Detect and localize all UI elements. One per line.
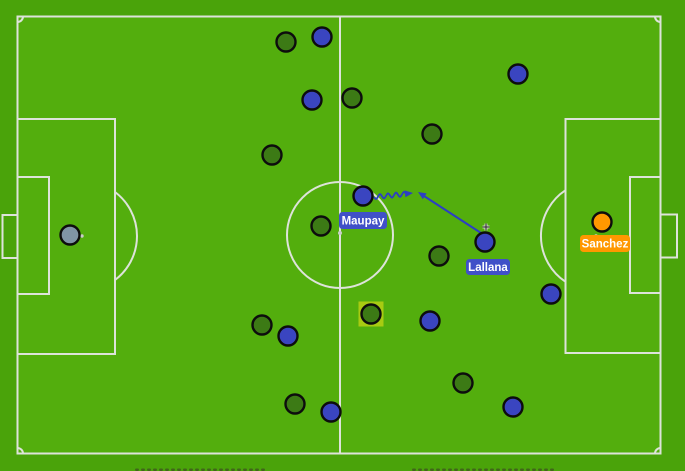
player-token-green-15[interactable] [310, 215, 332, 237]
pitch-arc-1 [539, 189, 567, 283]
player-label-bg [466, 259, 510, 275]
player-token-blue-1[interactable] [311, 26, 333, 48]
bench-dash [466, 468, 470, 471]
bench-dash [484, 468, 488, 471]
bench-dash [418, 468, 422, 471]
bench-dash [442, 468, 446, 471]
penalty-spot-left [80, 234, 84, 238]
player-label-bg [339, 212, 387, 229]
pass-arrow[interactable] [423, 195, 482, 234]
bench-dash [448, 468, 452, 471]
bench-dash [261, 468, 265, 471]
player-token-green-13[interactable] [421, 123, 443, 145]
player-token-green-20[interactable] [452, 372, 474, 394]
pitch-arc-4 [654, 447, 661, 454]
player-token-maupay[interactable] [352, 185, 374, 207]
bench-dash [213, 468, 217, 471]
player-token-green-16[interactable] [428, 245, 450, 267]
player-token-blue-6[interactable] [540, 283, 562, 305]
pitch-arc-3 [654, 16, 661, 23]
left-goal [1, 214, 19, 259]
bench-dash [159, 468, 163, 471]
pitch-arc-2 [17, 16, 24, 23]
bench-dash [225, 468, 229, 471]
bench-dash [189, 468, 193, 471]
bench-dash [538, 468, 542, 471]
bench-dash [201, 468, 205, 471]
player-label-text: Maupay [342, 216, 385, 228]
player-label-bg [580, 235, 630, 252]
bench-dash [514, 468, 518, 471]
bench-dash [171, 468, 175, 471]
bench-dash [508, 468, 512, 471]
player-token-blue-2[interactable] [301, 89, 323, 111]
bench-dash [412, 468, 416, 471]
bench-dash [165, 468, 169, 471]
player-token-blue-7[interactable] [419, 310, 441, 332]
player-token-green-19[interactable] [284, 393, 306, 415]
player-token-green-18[interactable] [251, 314, 273, 336]
bench-dash [460, 468, 464, 471]
player-label-sanchez[interactable]: Sanchez [580, 235, 630, 252]
player-token-blue-8[interactable] [277, 325, 299, 347]
bench-dash [219, 468, 223, 471]
player-token-blue-9[interactable] [320, 401, 342, 423]
center-spot [338, 231, 342, 235]
player-token-green-12[interactable] [341, 87, 363, 109]
bench-dash [490, 468, 494, 471]
player-token-green-11[interactable] [275, 31, 297, 53]
bench-dash [526, 468, 530, 471]
bench-dash [496, 468, 500, 471]
bench-dash [249, 468, 253, 471]
bench-dash [153, 468, 157, 471]
bench-dash [243, 468, 247, 471]
player-token-green-14[interactable] [261, 144, 283, 166]
bench-dash [255, 468, 259, 471]
wavy-run-arrow-head [404, 190, 413, 198]
player-token-lallana[interactable] [474, 231, 496, 253]
player-label-lallana[interactable]: Lallana [466, 259, 510, 275]
bench-dash [472, 468, 476, 471]
player-token-goalkeeper[interactable] [59, 224, 81, 246]
bench-dash [532, 468, 536, 471]
bench-dash [502, 468, 506, 471]
player-token-blue-10[interactable] [502, 396, 524, 418]
bench-dash [478, 468, 482, 471]
bench-dash [550, 468, 554, 471]
pitch-lines [1, 15, 678, 455]
player-token-blue-3[interactable] [507, 63, 529, 85]
cursor-cross [482, 223, 490, 231]
wavy-run-arrow[interactable] [373, 190, 407, 201]
player-token-green-17[interactable] [360, 303, 382, 325]
bench-dash [454, 468, 458, 471]
bench-dash [436, 468, 440, 471]
center-circle [286, 181, 394, 289]
player-label-maupay[interactable]: Maupay [339, 212, 387, 229]
mouse-cursor [482, 223, 490, 231]
bench-dash [231, 468, 235, 471]
bench-dash [430, 468, 434, 471]
bench-dash [207, 468, 211, 471]
bench-dash [141, 468, 145, 471]
player-label-text: Sanchez [582, 239, 629, 251]
bench-dash [183, 468, 187, 471]
player-label-text: Lallana [468, 262, 508, 274]
right-goal [659, 213, 678, 259]
bench-dash [135, 468, 139, 471]
bench-dash [177, 468, 181, 471]
pitch-arc-0 [114, 191, 138, 281]
bench-dash [237, 468, 241, 471]
bench-dash [195, 468, 199, 471]
bench-dash [147, 468, 151, 471]
pitch-arc-5 [17, 447, 24, 454]
player-token-sanchez[interactable] [591, 211, 613, 233]
pass-arrow-head [418, 192, 427, 200]
bench-row-dashes [135, 468, 554, 471]
bench-dash [520, 468, 524, 471]
bench-dash [544, 468, 548, 471]
bench-dash [424, 468, 428, 471]
